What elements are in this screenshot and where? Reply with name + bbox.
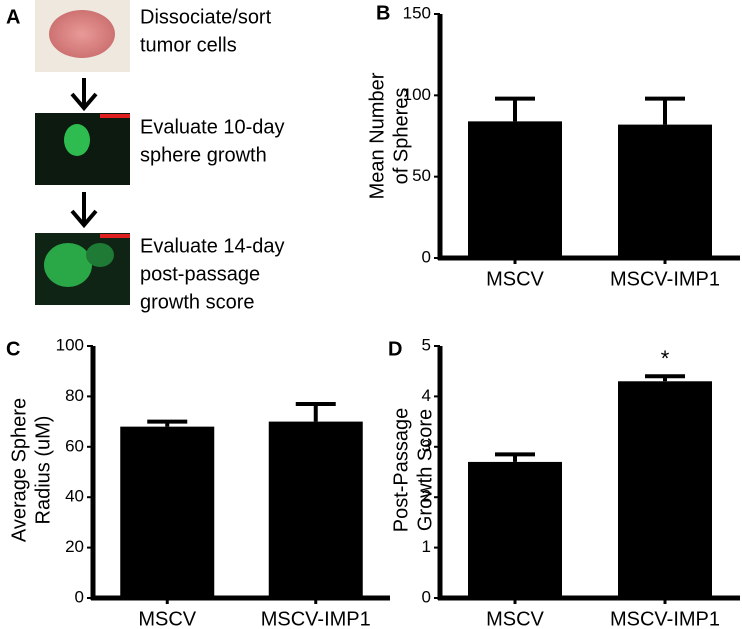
- error-bar: [645, 374, 685, 382]
- bar: [468, 121, 562, 258]
- tumor: [49, 10, 115, 58]
- error-bar: [495, 96, 535, 122]
- y-axis-title: of Spheres: [390, 88, 412, 185]
- y-tick-label: 40: [65, 487, 84, 506]
- growth: [86, 243, 114, 267]
- annotation: *: [661, 346, 670, 371]
- panel-a: [35, 0, 130, 305]
- y-axis-title: Mean Number: [366, 72, 388, 199]
- growth: [44, 243, 92, 287]
- panel-label: D: [388, 338, 402, 360]
- y-tick-label: 0: [422, 587, 431, 606]
- error-bar: [645, 96, 685, 125]
- step-text: Evaluate 10-day: [140, 116, 285, 138]
- y-tick-label: 1: [422, 537, 431, 556]
- error-bar: [295, 401, 336, 422]
- y-tick-label: 60: [65, 436, 84, 455]
- bar: [120, 426, 215, 598]
- x-tick-label: MSCV: [486, 608, 544, 629]
- x-tick-label: MSCV: [138, 608, 196, 629]
- y-axis-title: Average Sphere: [8, 398, 30, 542]
- y-tick-label: 5: [422, 335, 431, 354]
- y-tick-label: 0: [422, 247, 431, 266]
- x-tick-label: MSCV-IMP1: [610, 268, 720, 290]
- y-tick-label: 4: [422, 386, 431, 405]
- y-tick-label: 0: [75, 587, 84, 606]
- x-tick-label: MSCV-IMP1: [261, 608, 371, 629]
- y-tick-label: 2: [422, 487, 431, 506]
- scale-bar: [100, 234, 130, 238]
- y-axis-title: Post-Passage: [390, 408, 412, 533]
- arrows: [70, 78, 98, 229]
- bar: [268, 421, 363, 598]
- panel-label: B: [376, 2, 390, 24]
- y-tick-label: 20: [65, 537, 84, 556]
- step-text: tumor cells: [140, 34, 237, 56]
- x-tick-label: MSCV: [486, 268, 544, 290]
- y-axis-title: Radius (uM): [32, 416, 54, 525]
- panel-label: C: [6, 338, 20, 360]
- step-text: sphere growth: [140, 144, 267, 166]
- panel-label: A: [6, 6, 20, 28]
- bar: [618, 124, 712, 258]
- error-bar: [495, 452, 535, 462]
- y-tick-label: 50: [412, 166, 431, 185]
- y-axis-title: Growth Score: [414, 409, 436, 531]
- y-tick-label: 80: [65, 386, 84, 405]
- sphere: [64, 124, 90, 156]
- step-text: Evaluate 14-day: [140, 235, 285, 257]
- step-text: post-passage: [140, 263, 260, 285]
- step-text: growth score: [140, 291, 255, 313]
- x-tick-label: MSCV-IMP1: [610, 608, 720, 629]
- bar: [618, 381, 712, 598]
- error-bar: [147, 419, 188, 427]
- y-tick-label: 100: [56, 335, 84, 354]
- step-text: Dissociate/sort: [140, 6, 272, 28]
- y-tick-label: 150: [403, 3, 431, 22]
- y-tick-label: 3: [422, 436, 431, 455]
- scale-bar: [100, 114, 130, 118]
- bar: [468, 461, 562, 598]
- y-tick-label: 100: [403, 85, 431, 104]
